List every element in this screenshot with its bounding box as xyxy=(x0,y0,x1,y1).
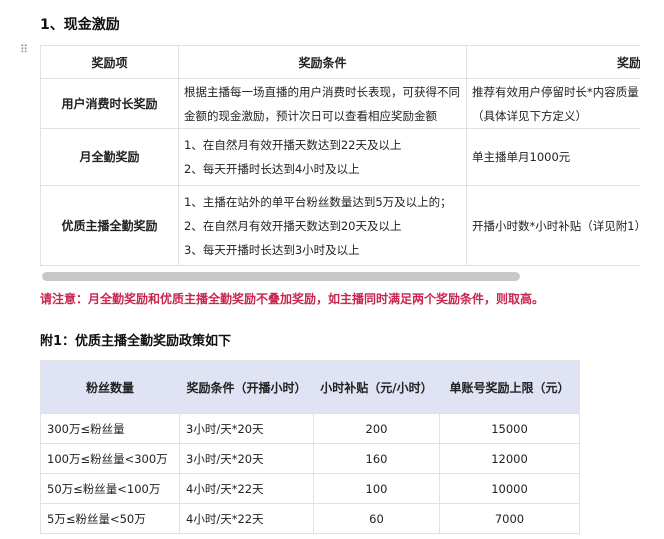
header-cell: 奖励项 xyxy=(40,45,179,79)
condition: 3小时/天*20天 xyxy=(179,413,314,444)
note-text: 请注意：月全勤奖励和优质主播全勤奖励不叠加奖励，如主播同时满足两个奖励条件，则取… xyxy=(40,292,545,306)
reward-calc: 推荐有效用户停留时长*内容质量 （具体详见下方定义） xyxy=(466,78,640,129)
fan-range: 300万≤粉丝量 xyxy=(40,413,180,444)
fan-range: 50万≤粉丝量<100万 xyxy=(40,473,180,504)
reward-calc: 开播小时数*小时补贴（详见附1） xyxy=(466,185,640,266)
incentive-table-container: 奖励项奖励条件奖励计算方 用户消费时长奖励 根据主播每一场直播的用户消费时长表现… xyxy=(40,45,640,271)
table-row: 50万≤粉丝量<100万 4小时/天*22天 100 10000 xyxy=(40,473,580,504)
condition-line: 金额的现金激励，预计次日可以查看相应奖励金额 xyxy=(184,108,437,123)
condition-line: 1、主播在站外的单平台粉丝数量达到5万及以上的； xyxy=(184,194,452,209)
calc-line: 推荐有效用户停留时长*内容质量 xyxy=(472,84,639,99)
reward-calc: 单主播单月1000元 xyxy=(466,128,640,186)
condition-line: 3、每天开播时长达到3小时及以上 xyxy=(184,242,360,257)
calc-line: （具体详见下方定义） xyxy=(472,108,587,123)
fan-range: 100万≤粉丝量<300万 xyxy=(40,443,180,474)
reward-item: 用户消费时长奖励 xyxy=(40,78,179,129)
appendix-title: 附1：优质主播全勤奖励政策如下 xyxy=(40,334,232,349)
condition-line: 1、在自然月有效开播天数达到22天及以上 xyxy=(184,138,402,152)
condition-line: 2、在自然月有效开播天数达到20天及以上 xyxy=(184,218,402,233)
condition-line: 2、每天开播时长达到4小时及以上 xyxy=(184,162,360,176)
hourly-subsidy: 160 xyxy=(313,443,440,474)
condition: 3小时/天*20天 xyxy=(179,443,314,474)
table-row: 5万≤粉丝量<50万 4小时/天*22天 60 7000 xyxy=(40,503,580,534)
hourly-subsidy: 100 xyxy=(313,473,440,504)
reward-item: 优质主播全勤奖励 xyxy=(40,185,179,266)
header-cell: 小时补贴（元/小时） xyxy=(313,360,440,414)
horizontal-scrollbar[interactable] xyxy=(42,272,520,281)
header-cell: 奖励计算方 xyxy=(466,45,640,79)
reward-conditions: 1、在自然月有效开播天数达到22天及以上 2、每天开播时长达到4小时及以上 xyxy=(178,128,467,186)
header-cell: 奖励条件 xyxy=(178,45,467,79)
condition: 4小时/天*22天 xyxy=(179,503,314,534)
drag-handle-icon[interactable]: ⠿ xyxy=(20,43,30,56)
table-row: 优质主播全勤奖励 1、主播在站外的单平台粉丝数量达到5万及以上的； 2、在自然月有… xyxy=(40,185,640,266)
reward-cap: 15000 xyxy=(439,413,580,444)
incentive-table: 奖励项奖励条件奖励计算方 用户消费时长奖励 根据主播每一场直播的用户消费时长表现… xyxy=(40,45,640,266)
reward-item: 月全勤奖励 xyxy=(40,128,179,186)
hourly-subsidy: 60 xyxy=(313,503,440,534)
fan-range: 5万≤粉丝量<50万 xyxy=(40,503,180,534)
section-title: 1、现金激励 xyxy=(40,17,120,33)
table-row: 300万≤粉丝量 3小时/天*20天 200 15000 xyxy=(40,413,580,444)
header-cell: 奖励条件（开播小时） xyxy=(179,360,314,414)
reward-cap: 7000 xyxy=(439,503,580,534)
table-row: 100万≤粉丝量<300万 3小时/天*20天 160 12000 xyxy=(40,443,580,474)
condition: 4小时/天*22天 xyxy=(179,473,314,504)
header-cell: 单账号奖励上限（元） xyxy=(439,360,580,414)
condition-line: 根据主播每一场直播的用户消费时长表现，可获得不同 xyxy=(184,84,460,99)
reward-cap: 12000 xyxy=(439,443,580,474)
hourly-subsidy: 200 xyxy=(313,413,440,444)
reward-conditions: 根据主播每一场直播的用户消费时长表现，可获得不同 金额的现金激励，预计次日可以查看… xyxy=(178,78,467,129)
header-cell: 粉丝数量 xyxy=(40,360,180,414)
table-row: 用户消费时长奖励 根据主播每一场直播的用户消费时长表现，可获得不同 金额的现金激励… xyxy=(40,78,640,129)
reward-cap: 10000 xyxy=(439,473,580,504)
policy-table: 粉丝数量 奖励条件（开播小时） 小时补贴（元/小时） 单账号奖励上限（元） 300万≤… xyxy=(40,360,580,534)
table-row: 月全勤奖励 1、在自然月有效开播天数达到22天及以上 2、每天开播时长达到4小时及… xyxy=(40,128,640,186)
reward-conditions: 1、主播在站外的单平台粉丝数量达到5万及以上的； 2、在自然月有效开播天数达到20… xyxy=(178,185,467,266)
